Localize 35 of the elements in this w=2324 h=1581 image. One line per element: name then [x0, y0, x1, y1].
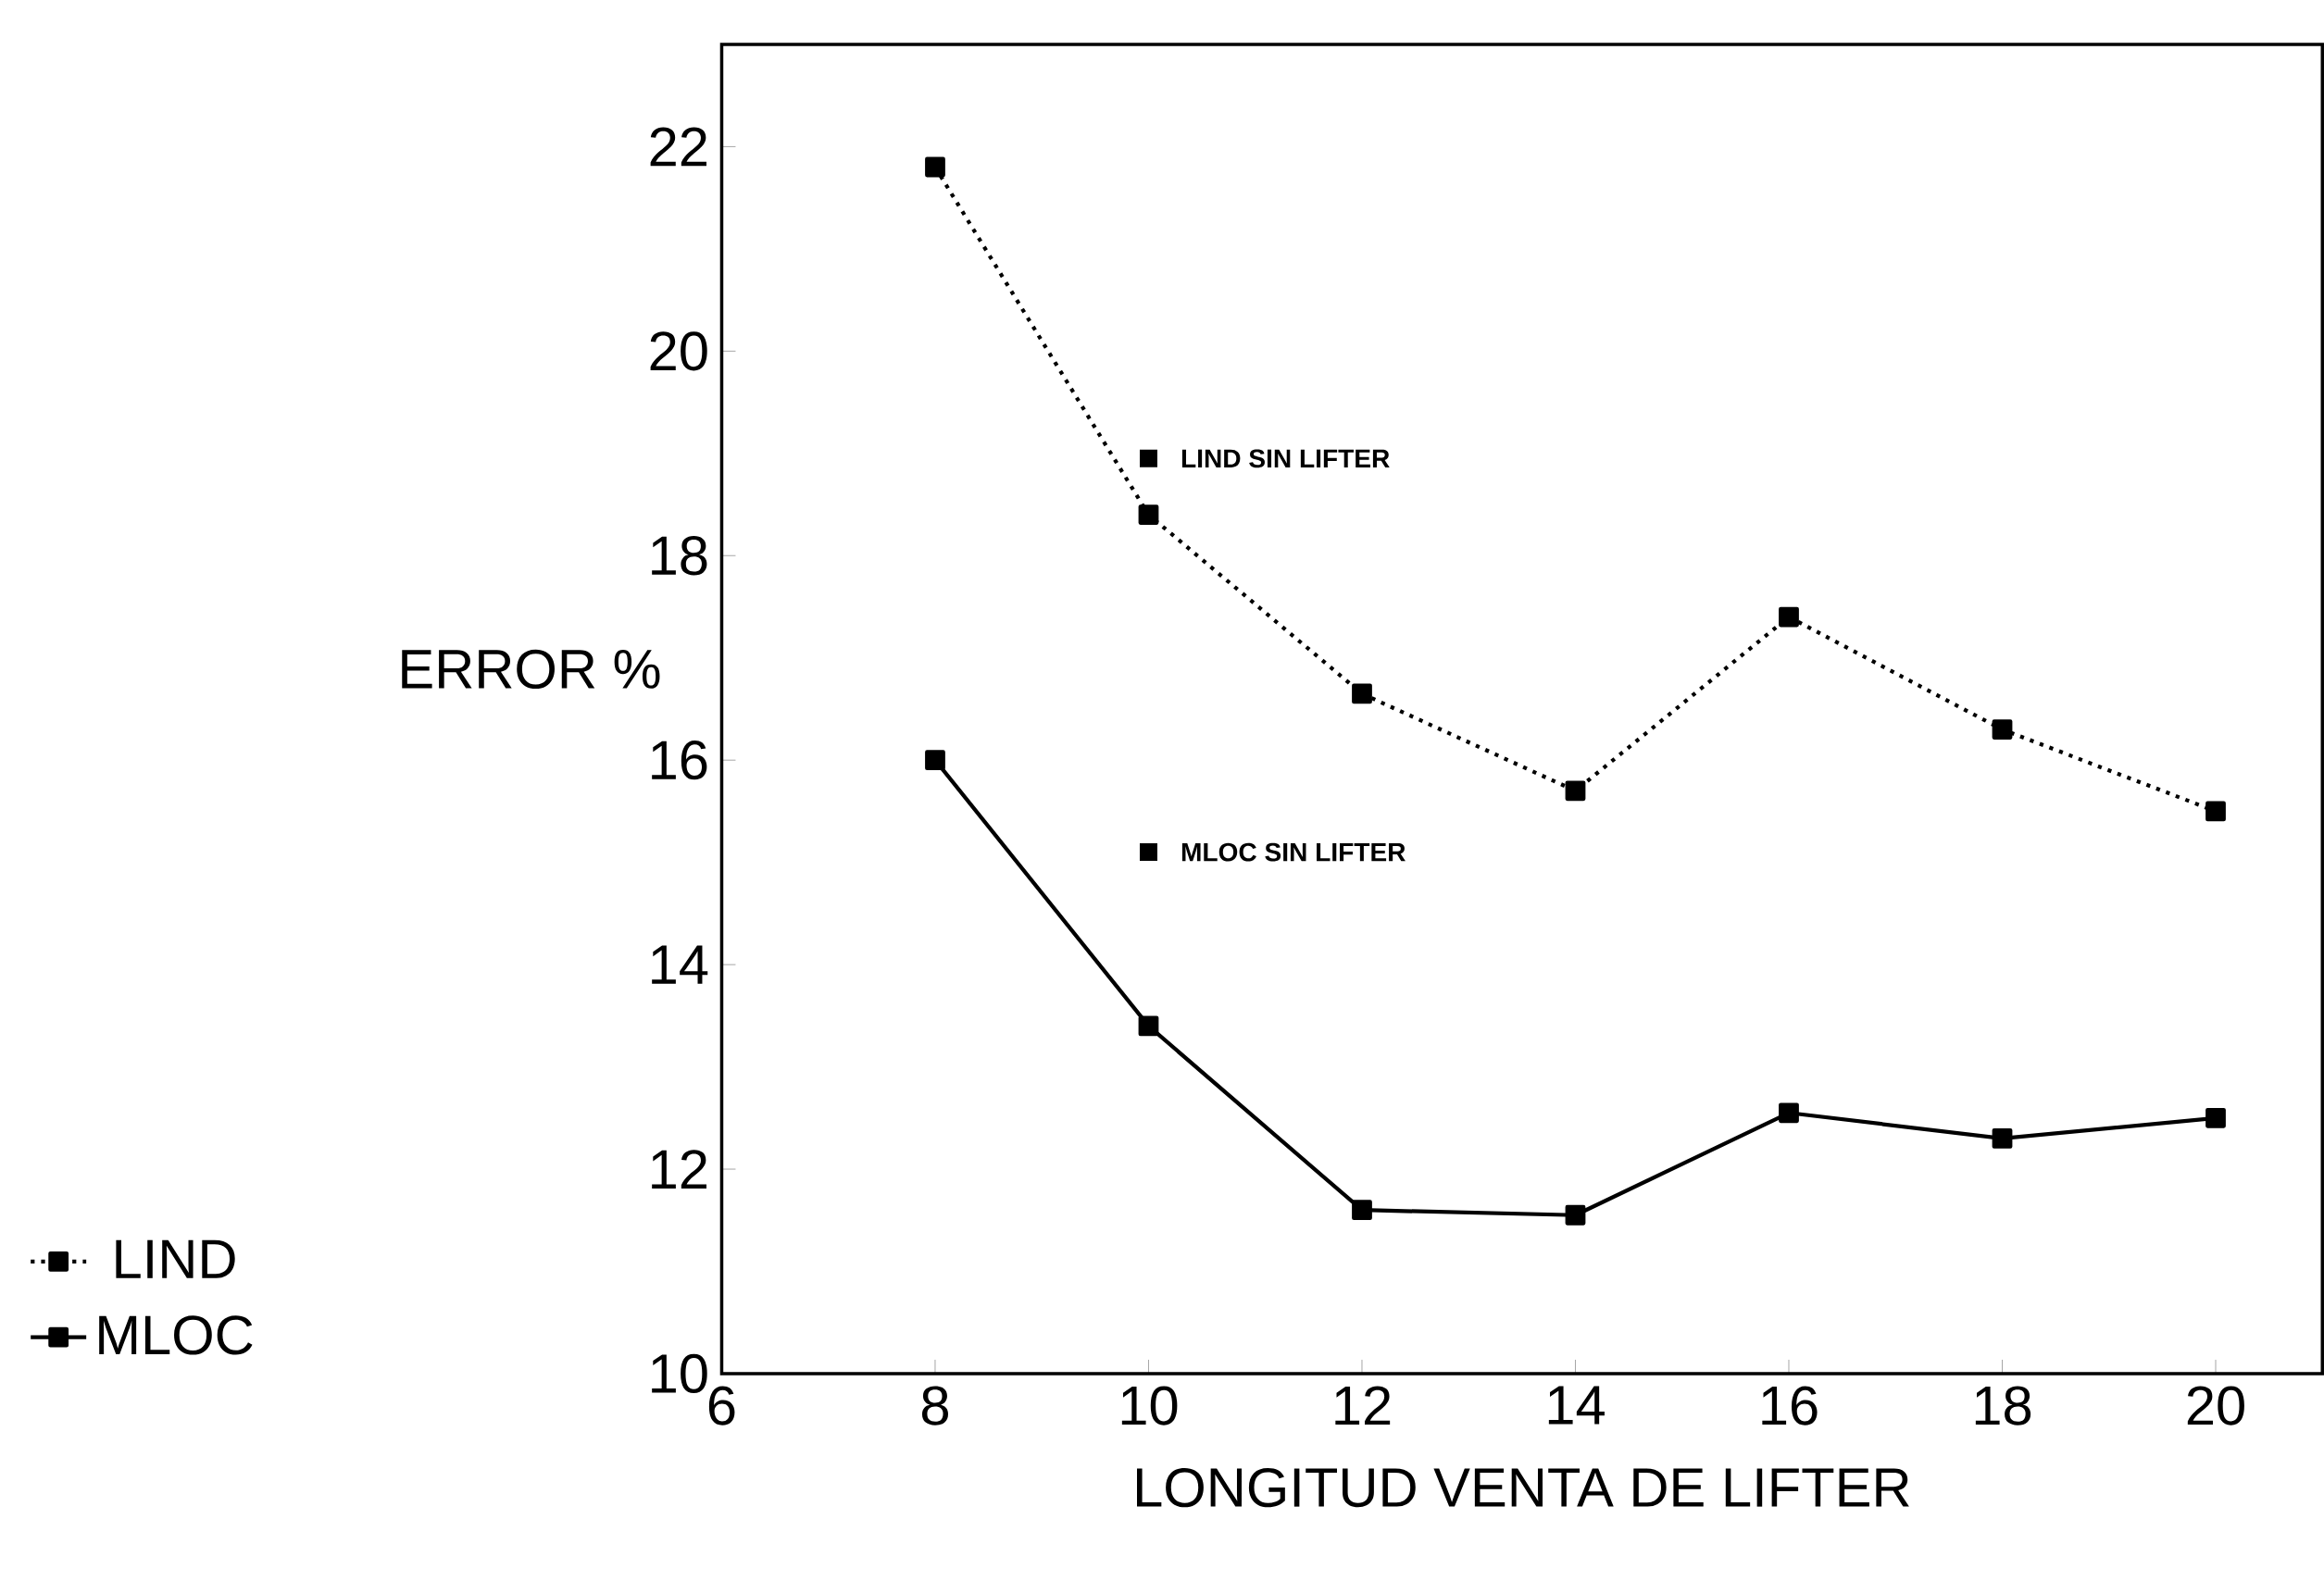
y-tick-label: 16 — [652, 741, 707, 780]
legend-label: LIND — [116, 1239, 235, 1278]
x-tick-label: 20 — [2187, 1386, 2244, 1425]
legend-label: MLOC — [99, 1315, 253, 1355]
y-tick-label: 12 — [652, 1150, 706, 1189]
y-axis-title: ERROR % — [402, 649, 660, 690]
point — [2205, 1108, 2226, 1128]
point — [925, 750, 945, 771]
x-tick-label: 14 — [1548, 1386, 1605, 1425]
y-tick-label: 22 — [650, 127, 706, 167]
x-tick-label: 8 — [921, 1386, 948, 1425]
point — [1138, 504, 1159, 526]
point — [1992, 1128, 2013, 1149]
point — [1565, 780, 1586, 802]
point — [1992, 719, 2013, 741]
x-tick-label: 6 — [708, 1386, 735, 1425]
x-axis-title: LONGITUD VENTA DE LIFTER — [1137, 1468, 1909, 1508]
y-tick-label: 20 — [650, 331, 707, 371]
point — [925, 156, 945, 178]
x-tick-label: 10 — [1121, 1386, 1178, 1425]
point — [1352, 683, 1372, 704]
x-tick-label: 18 — [1975, 1386, 2031, 1425]
point — [2205, 801, 2226, 822]
point — [1352, 1200, 1372, 1221]
x-tick-label: 12 — [1335, 1386, 1391, 1425]
point — [1138, 1015, 1159, 1037]
annotation: LIND SIN LIFTER — [1181, 449, 1390, 468]
annotation: MLOC SIN LIFTER — [1181, 842, 1406, 862]
y-tick-label: 18 — [652, 536, 707, 576]
point — [1565, 1204, 1586, 1226]
x-tick-label: 16 — [1762, 1386, 1818, 1425]
y-tick-label: 14 — [652, 945, 708, 984]
y-tick-label: 10 — [652, 1353, 707, 1394]
point — [1779, 1102, 1799, 1124]
point — [1779, 606, 1799, 628]
